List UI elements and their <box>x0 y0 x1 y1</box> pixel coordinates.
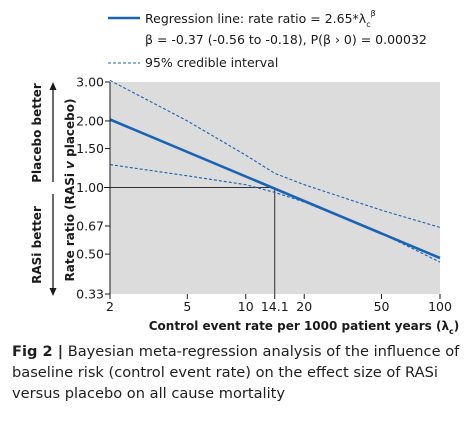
x-tick-label: 20 <box>296 299 312 314</box>
y-tick-label: 2.00 <box>76 113 104 128</box>
caption-label: Fig 2 | <box>12 343 64 360</box>
y-tick-label: 0.67 <box>76 218 104 233</box>
x-ticks: 2 5 10 14.1 20 50 100 <box>106 294 452 314</box>
x-tick-label: 50 <box>374 299 390 314</box>
y-tick-label: 3.00 <box>76 75 104 90</box>
x-tick-label: 14.1 <box>261 299 289 314</box>
ci-lower-line <box>109 164 441 263</box>
region-label-lower: RASi better <box>30 206 44 284</box>
y-ticks: 0.33 0.50 0.67 1.00 1.50 2.00 3.00 <box>76 75 110 302</box>
legend: Regression line: rate ratio = 2.65*λcβ β… <box>108 9 427 70</box>
figure-caption: Fig 2 | Bayesian meta-regression analysi… <box>12 341 462 404</box>
x-tick-label: 100 <box>428 299 452 314</box>
y-axis-title: Rate ratio (RASi v placebo) <box>63 98 77 281</box>
region-arrow-up-head <box>49 82 57 90</box>
series-layer <box>109 79 441 263</box>
x-tick-label: 5 <box>183 299 191 314</box>
reference-lines <box>104 187 276 294</box>
legend-regression-label: Regression line: rate ratio = 2.65*λcβ <box>145 9 376 29</box>
region-indicator: Placebo better RASi better <box>30 82 57 296</box>
legend-beta-text: β = -0.37 (-0.56 to -0.18), P(β › 0) = 0… <box>145 32 427 47</box>
chart: Regression line: rate ratio = 2.65*λcβ β… <box>30 9 460 336</box>
y-tick-label: 0.33 <box>76 287 104 302</box>
legend-ci-label: 95% credible interval <box>145 55 278 70</box>
y-tick-label: 1.50 <box>76 141 104 156</box>
caption-text: Bayesian meta-regression analysis of the… <box>12 343 460 402</box>
y-tick-label: 0.50 <box>76 247 104 262</box>
region-label-upper: Placebo better <box>30 83 44 183</box>
x-axis-title: Control event rate per 1000 patient year… <box>149 319 460 336</box>
y-tick-label: 1.00 <box>76 180 104 195</box>
x-tick-label: 10 <box>238 299 254 314</box>
ci-upper-line <box>109 79 441 228</box>
region-arrow-down-head <box>49 288 57 296</box>
x-tick-label: 2 <box>106 299 114 314</box>
